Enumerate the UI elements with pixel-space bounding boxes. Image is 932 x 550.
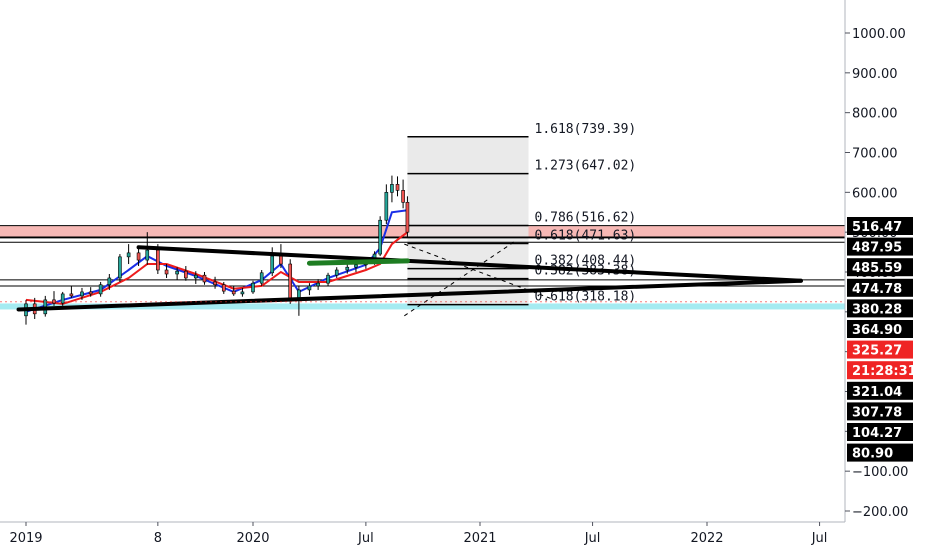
candle-body bbox=[184, 270, 188, 279]
price-badge bbox=[847, 381, 913, 400]
price-badge-label: 516.47 bbox=[852, 220, 902, 235]
upper-trendline bbox=[136, 245, 803, 283]
candle-body bbox=[240, 291, 245, 295]
x-tick-label: 2021 bbox=[463, 531, 496, 546]
fib-label: 0.618(471.63) bbox=[535, 228, 637, 243]
candle-body bbox=[175, 270, 179, 275]
price-badge-label: 321.04 bbox=[852, 385, 902, 400]
candle-body bbox=[156, 249, 160, 271]
candle-body bbox=[80, 291, 84, 297]
price-badge-label: 21:28:31 bbox=[852, 364, 917, 379]
price-badge bbox=[847, 340, 913, 359]
candle-body bbox=[279, 255, 283, 265]
price-badge-label: 104.27 bbox=[852, 426, 902, 441]
candle-body bbox=[334, 269, 339, 276]
candle-body bbox=[88, 291, 93, 295]
candle-body bbox=[354, 264, 358, 268]
candle-body bbox=[213, 281, 217, 286]
price-badge-label: 380.28 bbox=[852, 302, 902, 317]
candle-body bbox=[270, 255, 275, 274]
x-tick-label: 8 bbox=[154, 531, 162, 546]
price-badge-label: 364.90 bbox=[852, 323, 902, 338]
price-badge bbox=[847, 217, 913, 235]
support-zone bbox=[0, 303, 845, 310]
x-tick-label: Jul bbox=[357, 531, 374, 546]
candle-body bbox=[251, 282, 255, 293]
price-badge bbox=[847, 258, 913, 277]
candle-body bbox=[164, 269, 169, 275]
price-badge bbox=[847, 443, 913, 462]
fib-label: 1.618(739.39) bbox=[535, 122, 637, 137]
lower-trendline bbox=[16, 278, 803, 312]
x-tick-label: Jul bbox=[811, 531, 828, 546]
candle-body bbox=[345, 266, 350, 271]
fib-label: 1.273(647.02) bbox=[535, 159, 637, 174]
candle-body bbox=[136, 252, 141, 261]
y-tick-label: 900.00 bbox=[852, 67, 898, 82]
price-badge bbox=[847, 423, 913, 441]
price-badge bbox=[847, 278, 913, 297]
candle-body bbox=[98, 284, 103, 295]
fib-label: 0.786(516.62) bbox=[535, 211, 637, 226]
price-badge bbox=[847, 361, 913, 380]
price-badge-label: 485.59 bbox=[852, 261, 902, 276]
price-badge bbox=[847, 320, 913, 338]
y-tick-label: −100.00 bbox=[852, 465, 908, 480]
candle-body bbox=[316, 282, 320, 287]
candle-body bbox=[69, 293, 74, 297]
candle-body bbox=[145, 249, 150, 261]
candle-body bbox=[107, 277, 112, 286]
fib-label: 0.382(408.44) bbox=[535, 254, 637, 269]
price-badge bbox=[847, 299, 913, 318]
price-badge-label: 487.95 bbox=[852, 241, 902, 256]
projection-line-up bbox=[404, 239, 517, 317]
y-tick-label: −200.00 bbox=[852, 505, 908, 520]
green-arc bbox=[306, 258, 410, 266]
x-tick-label: 2020 bbox=[236, 531, 269, 546]
price-badge-label: 325.27 bbox=[852, 344, 902, 359]
price-badge-label: 474.78 bbox=[852, 282, 902, 297]
projection-line-down bbox=[404, 243, 555, 301]
candle-body bbox=[231, 290, 236, 295]
candle-body bbox=[221, 284, 226, 292]
candle-body bbox=[378, 219, 382, 255]
y-tick-label: 1000.00 bbox=[852, 27, 906, 42]
candle-body bbox=[60, 293, 65, 304]
fib-box bbox=[407, 136, 529, 305]
candle-body bbox=[401, 190, 405, 203]
y-tick-label: 800.00 bbox=[852, 107, 898, 122]
price-badge-label: 80.90 bbox=[852, 447, 893, 462]
x-tick-label: 2019 bbox=[9, 531, 42, 546]
price-badge-label: 307.78 bbox=[852, 405, 902, 420]
candle-body bbox=[390, 184, 394, 193]
y-tick-label: 700.00 bbox=[852, 147, 898, 162]
price-badge bbox=[847, 237, 913, 256]
candle-body bbox=[202, 274, 207, 283]
candle-body bbox=[405, 201, 410, 233]
candle-body bbox=[259, 272, 264, 284]
candle-body bbox=[395, 184, 400, 191]
x-tick-label: 2022 bbox=[690, 531, 723, 546]
candle-body bbox=[118, 256, 122, 279]
y-tick-label: 600.00 bbox=[852, 186, 898, 201]
price-badge bbox=[847, 402, 913, 421]
candle-body bbox=[384, 192, 389, 221]
candle-body bbox=[193, 274, 198, 279]
candle-body bbox=[126, 252, 131, 258]
candle-body bbox=[307, 285, 312, 291]
ma-slow-line bbox=[25, 231, 409, 305]
x-tick-label: Jul bbox=[584, 531, 601, 546]
candle-body bbox=[297, 289, 301, 299]
candle-body bbox=[288, 263, 293, 299]
candle-body bbox=[326, 274, 330, 284]
fib-label: 0.618(318.18) bbox=[535, 290, 637, 305]
